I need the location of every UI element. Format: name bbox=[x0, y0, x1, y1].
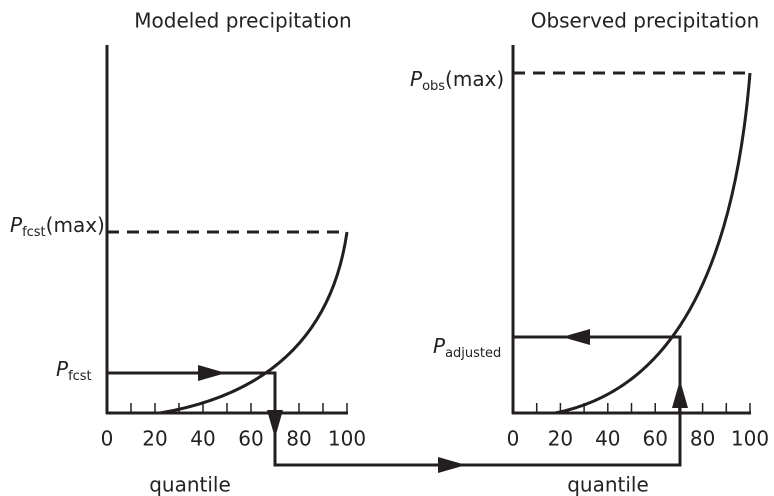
cdf-curve bbox=[554, 72, 752, 415]
x-tick-label: 60 bbox=[642, 427, 667, 451]
cdf-curve bbox=[159, 231, 349, 415]
value-label: Padjusted bbox=[433, 334, 501, 361]
arrowhead bbox=[267, 410, 283, 438]
value-label: Pfcst bbox=[56, 357, 92, 384]
x-tick-label: 0 bbox=[507, 427, 520, 451]
x-tick-label: 20 bbox=[548, 427, 573, 451]
x-tick-label: 100 bbox=[731, 427, 769, 451]
x-tick-label: 40 bbox=[190, 427, 215, 451]
x-tick-label: 40 bbox=[595, 427, 620, 451]
x-tick-label: 20 bbox=[142, 427, 167, 451]
max-label: Pobs(max) bbox=[410, 67, 504, 94]
x-tick-label: 80 bbox=[690, 427, 715, 451]
arrowhead bbox=[438, 457, 466, 473]
panel-title: Observed precipitation bbox=[531, 9, 760, 33]
x-tick-label: 60 bbox=[238, 427, 263, 451]
arrowhead bbox=[672, 380, 688, 408]
x-label: quantile bbox=[567, 473, 649, 496]
x-tick-label: 100 bbox=[328, 427, 366, 451]
panel-title: Modeled precipitation bbox=[134, 9, 351, 33]
mapping-path bbox=[107, 335, 682, 467]
x-label: quantile bbox=[149, 473, 231, 496]
max-label: Pfcst(max) bbox=[10, 213, 105, 240]
arrowhead bbox=[198, 365, 226, 381]
x-tick-label: 80 bbox=[286, 427, 311, 451]
arrowhead bbox=[562, 329, 590, 345]
x-tick-label: 0 bbox=[101, 427, 114, 451]
